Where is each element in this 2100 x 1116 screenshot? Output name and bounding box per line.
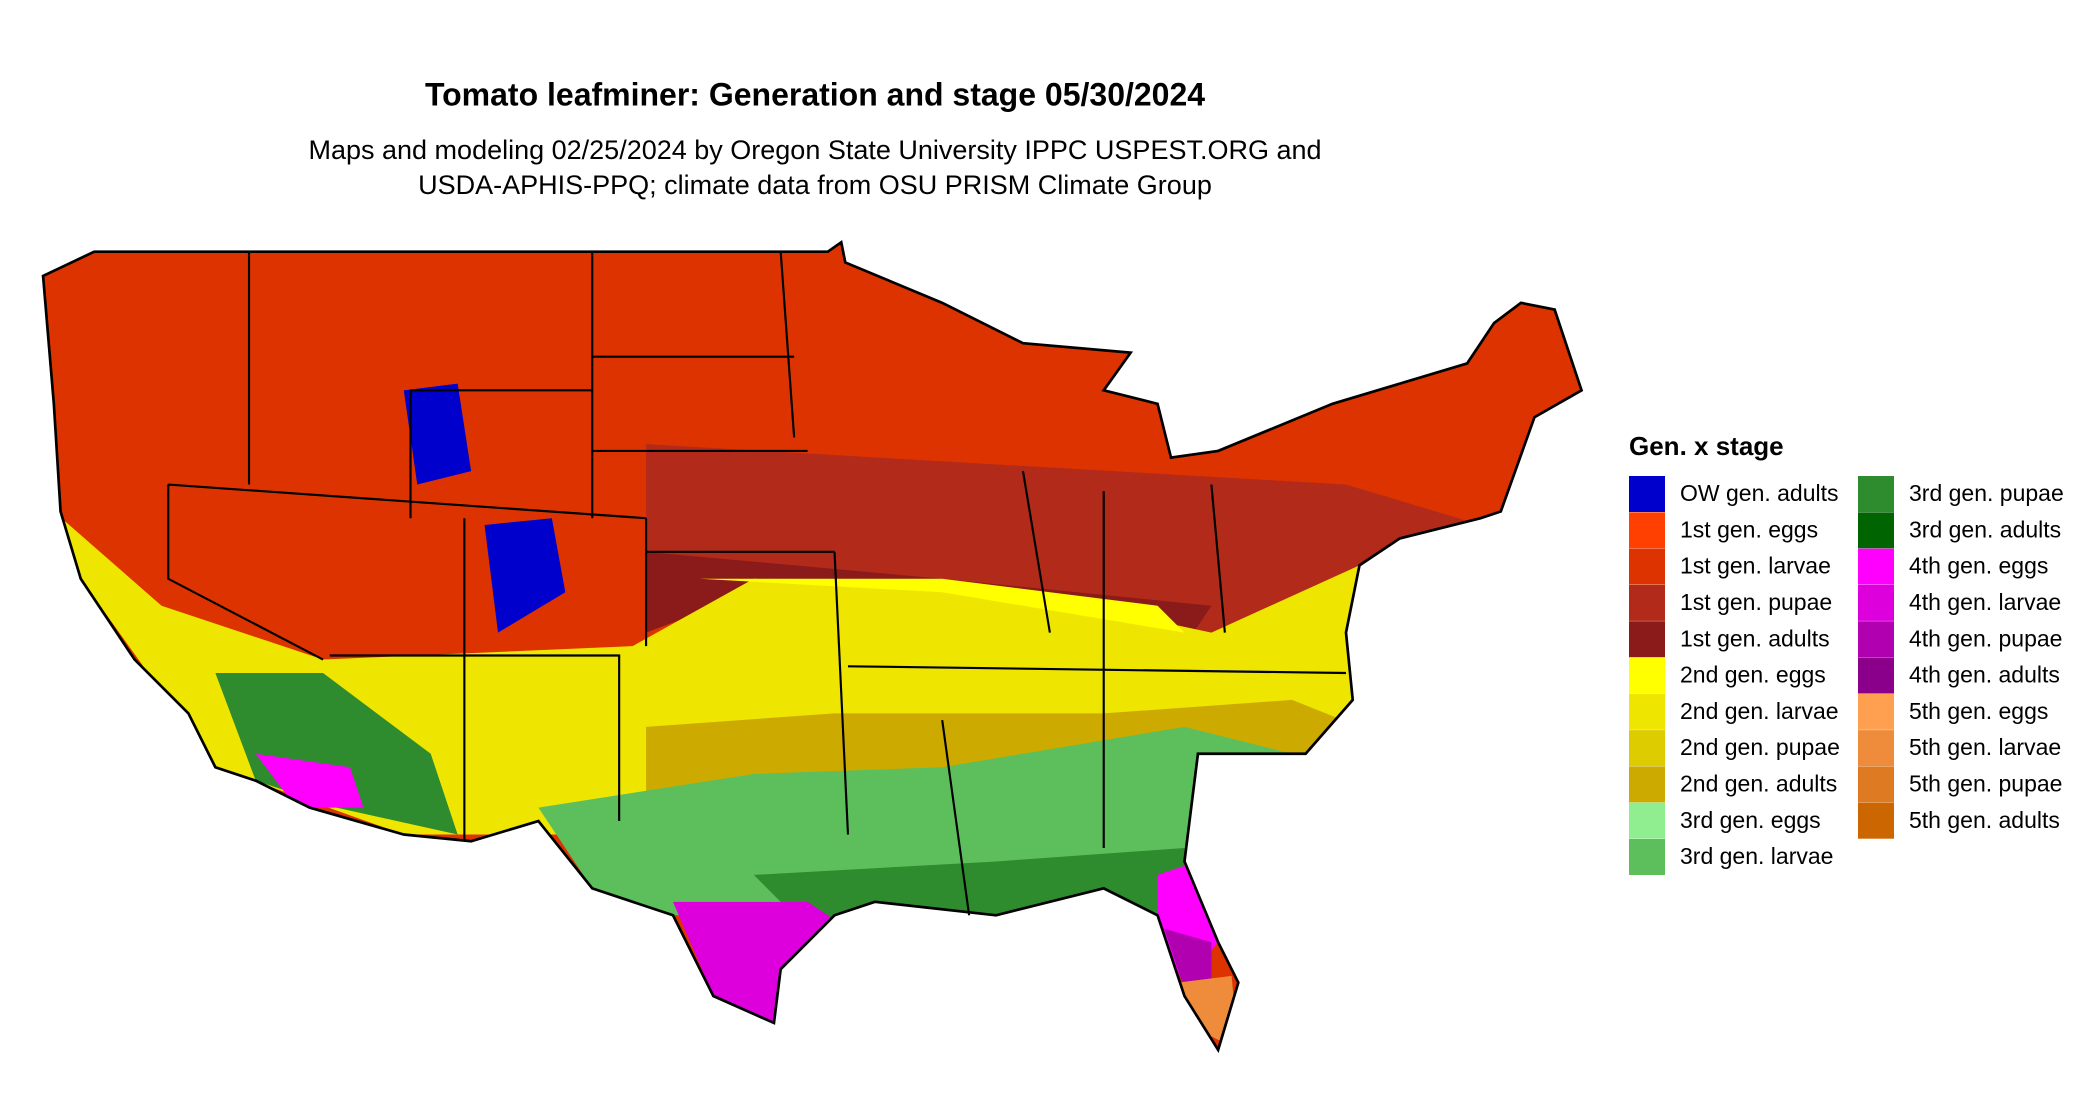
legend-label: 2nd gen. pupae	[1680, 734, 1840, 760]
legend-label: 3rd gen. eggs	[1680, 807, 1821, 833]
us-map	[41, 239, 1584, 1054]
legend-swatch	[1858, 584, 1894, 621]
legend-swatch	[1858, 621, 1894, 658]
legend-label: 2nd gen. adults	[1680, 770, 1837, 796]
legend-label: 4th gen. eggs	[1909, 553, 2048, 579]
legend-swatch	[1629, 802, 1665, 839]
legend-swatch	[1858, 512, 1894, 549]
legend-swatch	[1629, 621, 1665, 658]
legend: OW gen. adults 1st gen. eggs 1st gen. larv…	[1629, 476, 2064, 875]
legend-swatch	[1629, 657, 1665, 694]
state-borders	[167, 251, 1347, 916]
legend-swatch	[1629, 476, 1665, 512]
legend-label: 5th gen. pupae	[1909, 770, 2062, 796]
legend-label: 5th gen. larvae	[1909, 734, 2061, 760]
us-outline	[41, 239, 1584, 1054]
zone-4th-larvae	[673, 901, 848, 1023]
legend-swatch	[1858, 730, 1894, 767]
legend-swatch	[1629, 839, 1665, 875]
legend-swatch	[1858, 802, 1894, 839]
legend-label: OW gen. adults	[1680, 480, 1839, 506]
legend-swatch	[1629, 730, 1665, 767]
zone-3rd-pupae	[215, 673, 458, 835]
zone-4th-pupae	[1164, 928, 1212, 990]
zone-2nd-eggs	[699, 578, 1185, 633]
zone-ow-adults	[484, 518, 566, 633]
legend-swatch	[1629, 766, 1665, 803]
zone-1st-pupae	[646, 444, 1481, 633]
legend-label: 1st gen. eggs	[1680, 516, 1818, 542]
legend-label: 1st gen. pupae	[1680, 589, 1832, 615]
legend-label: 2nd gen. larvae	[1680, 698, 1839, 724]
legend-swatch	[1858, 657, 1894, 694]
zone-ow-adults	[403, 383, 472, 485]
map-subtitle: Maps and modeling 02/25/2024 by Oregon S…	[308, 135, 1321, 165]
legend-swatch	[1629, 548, 1665, 585]
legend-swatch	[1629, 584, 1665, 621]
legend-swatch	[1629, 512, 1665, 549]
legend-title: Gen. x stage	[1629, 431, 1784, 461]
map-title: Tomato leafminer: Generation and stage 0…	[425, 76, 1205, 112]
zone-4th-eggs	[255, 753, 364, 808]
legend-swatch	[1858, 766, 1894, 803]
legend-label: 3rd gen. adults	[1909, 516, 2061, 542]
legend-label: 4th gen. adults	[1909, 662, 2060, 688]
legend-label: 3rd gen. larvae	[1680, 843, 1833, 869]
legend-label: 5th gen. adults	[1909, 807, 2060, 833]
map-subtitle: USDA-APHIS-PPQ; climate data from OSU PR…	[418, 170, 1212, 200]
legend-label: 3rd gen. pupae	[1909, 480, 2064, 506]
legend-label: 4th gen. larvae	[1909, 589, 2061, 615]
legend-swatch	[1858, 693, 1894, 730]
legend-label: 1st gen. larvae	[1680, 553, 1831, 579]
legend-swatch	[1858, 476, 1894, 512]
legend-swatch	[1629, 693, 1665, 730]
legend-label: 4th gen. pupae	[1909, 625, 2062, 651]
legend-label: 1st gen. adults	[1680, 625, 1830, 651]
legend-swatch	[1858, 548, 1894, 585]
legend-label: 5th gen. eggs	[1909, 698, 2048, 724]
legend-label: 2nd gen. eggs	[1680, 662, 1826, 688]
